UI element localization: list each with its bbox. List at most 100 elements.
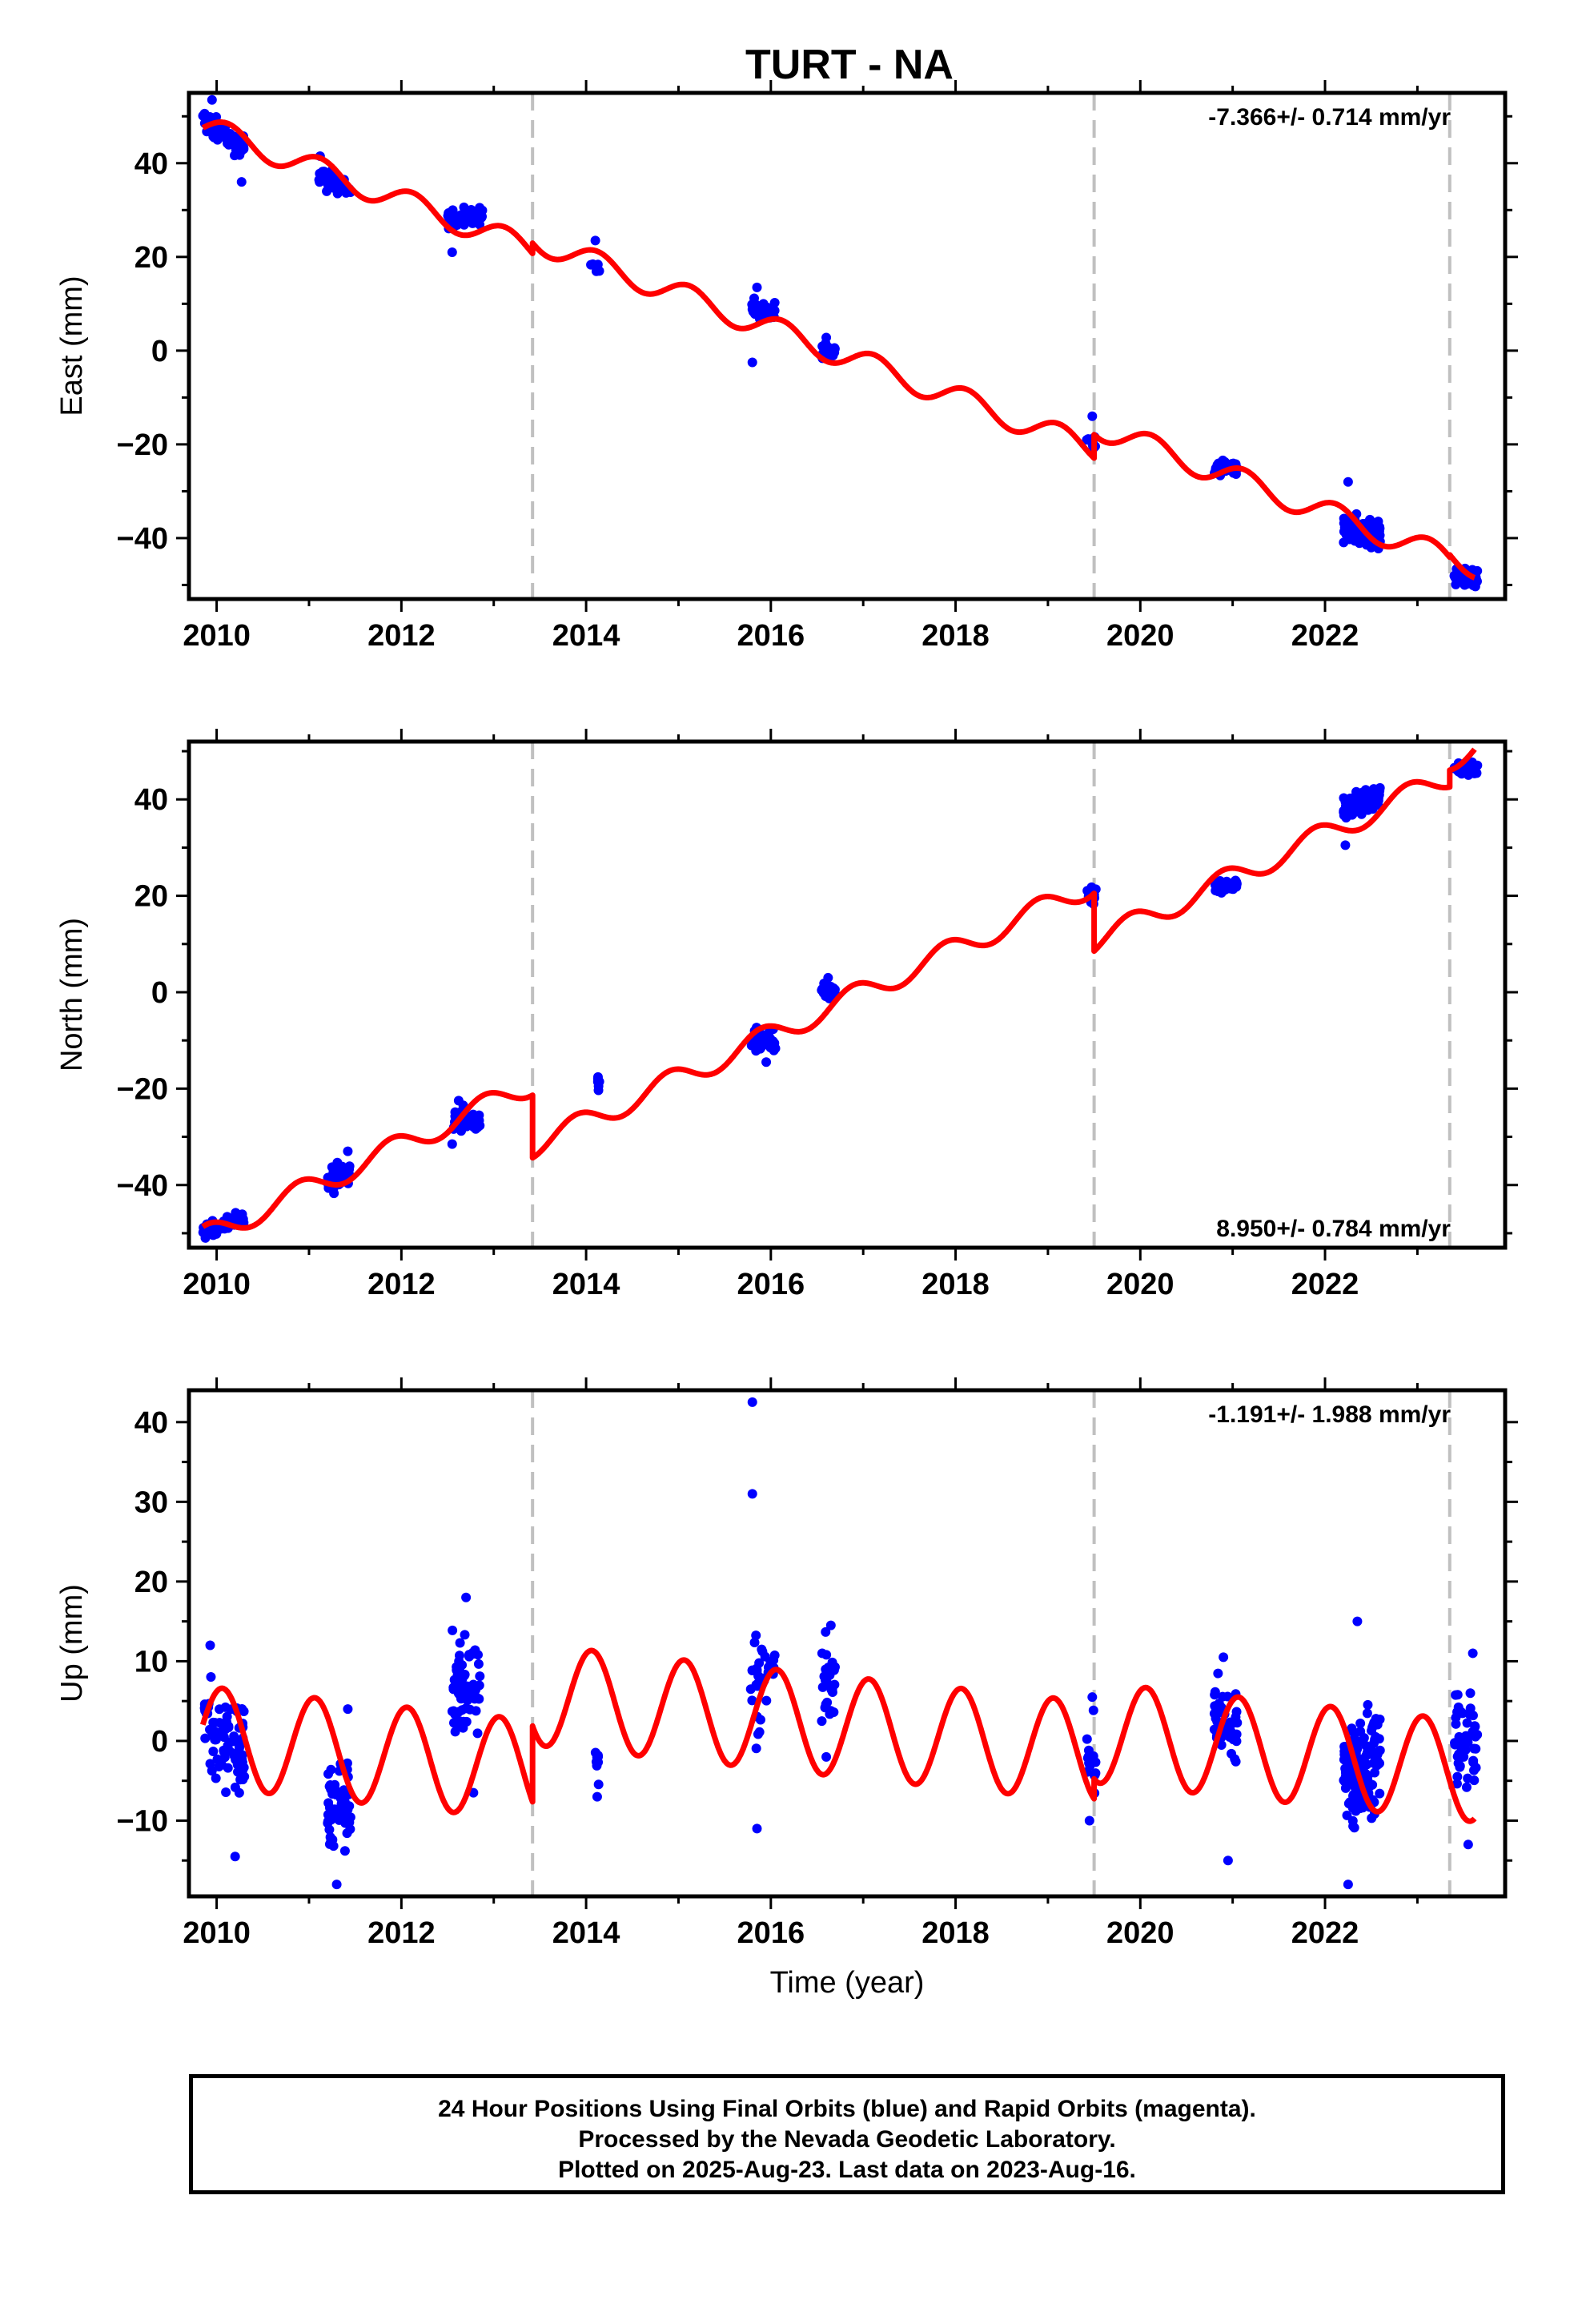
data-point [1369,790,1379,800]
x-tick-label: 2016 [737,1268,805,1301]
data-point [327,177,338,187]
data-point [1358,1803,1368,1813]
data-point [746,1040,757,1051]
data-point [239,1771,250,1782]
data-point [758,299,769,309]
data-point [323,1816,333,1827]
data-point [819,1671,829,1682]
data-point [593,1076,604,1086]
data-point [1452,1690,1463,1700]
rate-label: 8.950+/- 0.784 mm/yr [1216,1216,1451,1242]
data-point [747,1695,757,1706]
data-point [1452,1771,1463,1782]
data-point [822,341,833,352]
data-point [325,1779,335,1790]
panel-2: 2010 2012 2014 2016 2018 2020 2022 −40 −20 0 20 40 N… [55,729,1518,1301]
data-point [761,1695,772,1706]
y-tick-label: 40 [135,783,168,817]
data-point [769,1655,779,1666]
footer-line-2: Processed by the Nevada Geodetic Laborat… [578,2126,1116,2153]
x-tick-label: 2022 [1291,1268,1359,1301]
data-point [1370,1751,1380,1762]
y-tick-label: −20 [117,1072,168,1106]
data-point [208,1747,219,1757]
data-point [817,1716,827,1727]
data-point [1375,1788,1385,1799]
data-point [1362,1708,1372,1719]
data-point [1351,1735,1362,1746]
x-tick-label: 2012 [367,1268,436,1301]
data-point [747,1397,757,1407]
panel-3: 2010 2012 2014 2016 2018 2020 2022 −10 0 10 20 30 40… [55,1377,1518,2000]
data-point [454,1715,464,1726]
x-axis-label: Time (year) [770,1966,925,2000]
data-point [1088,1705,1098,1715]
plot-frame [187,1388,1508,1899]
data-point [749,1638,760,1648]
data-point [226,139,236,149]
data-point [1370,1767,1380,1778]
data-point [1472,760,1483,770]
data-point [1455,1762,1465,1772]
x-tick-label: 2014 [552,1916,620,1950]
data-point [200,1733,211,1743]
data-point [343,1704,353,1715]
data-point [326,1764,336,1775]
footer-line-3: Plotted on 2025-Aug-23. Last data on 202… [558,2157,1136,2183]
y-tick-label: 0 [151,976,168,1010]
y-tick-label: 30 [135,1486,168,1519]
data-point [590,235,600,246]
data-point [761,1057,772,1068]
data-point [211,1773,221,1783]
data-point [1219,880,1230,891]
data-point [1090,1757,1101,1767]
data-point [747,1489,757,1499]
data-point [821,1626,831,1637]
data-point [1453,1702,1464,1712]
x-tick-label: 2020 [1106,1916,1174,1950]
data-point [211,1727,221,1738]
data-point [1452,1779,1462,1789]
data-point [1468,1648,1478,1659]
data-point [1230,1754,1240,1764]
data-point [230,1852,240,1862]
data-point [344,1817,355,1827]
data-point [1210,1690,1220,1700]
data-point [447,1139,457,1149]
y-tick-label: −10 [117,1804,168,1838]
y-tick-label: 20 [135,1566,168,1599]
x-tick-label: 2022 [1291,1916,1359,1950]
data-point [1345,533,1355,543]
data-point [474,1680,484,1691]
y-axis-label: Up (mm) [55,1584,89,1703]
data-point [237,1750,247,1760]
data-point [829,1679,840,1690]
data-point [823,972,833,983]
data-point [591,266,601,276]
data-point [206,1671,216,1682]
data-point [473,1659,484,1669]
x-tick-label: 2018 [921,1268,990,1301]
data-point [475,1120,485,1131]
data-point [1365,514,1375,525]
data-point [1367,1723,1378,1733]
data-point [1087,1692,1098,1703]
data-point [448,1625,458,1635]
data-point [1343,476,1353,487]
data-point [1090,1768,1101,1779]
data-point [1086,882,1097,892]
data-point [1228,1735,1239,1745]
data-point [229,1731,239,1742]
data-point [1218,1691,1228,1702]
data-point [1340,840,1351,850]
data-point [1352,1616,1363,1626]
y-tick-label: −40 [117,522,168,556]
data-point [754,1727,765,1737]
model-curve [199,1647,1477,1824]
data-point [236,1210,247,1220]
data-point [1344,1763,1355,1774]
data-point [323,1798,334,1808]
x-tick-label: 2010 [183,1916,251,1950]
data-point [1215,457,1226,468]
